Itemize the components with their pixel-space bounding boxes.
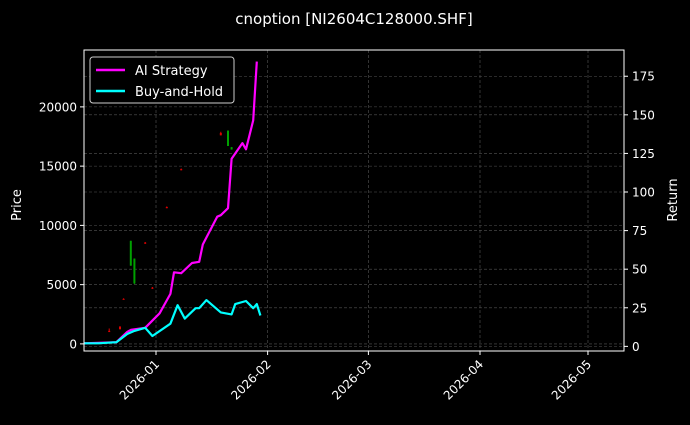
legend-label-strategy: AI Strategy	[135, 64, 208, 79]
x-tick-label: 2026-01	[117, 357, 162, 402]
legend-box	[89, 56, 235, 104]
candle-body	[180, 169, 183, 171]
candle-body	[119, 326, 121, 330]
y-right-tick-label: 150	[632, 108, 655, 122]
legend-label-buy-hold: Buy-and-Hold	[135, 85, 223, 100]
y-left-tick-label: 15000	[39, 160, 77, 174]
legend: AI Strategy Buy-and-Hold	[89, 56, 235, 104]
y-left-tick-label: 20000	[39, 100, 77, 114]
candle-body	[108, 330, 111, 333]
candle-body	[230, 147, 233, 150]
y-right-tick-label: 0	[632, 340, 640, 354]
candle-body	[133, 258, 136, 284]
y-right-tick-label: 125	[632, 147, 655, 161]
y-right-tick-label: 100	[632, 186, 655, 200]
x-tick-label: 2026-02	[228, 357, 273, 402]
chart-title: cnoption [NI2604C128000.SHF]	[235, 10, 472, 28]
candle-body	[129, 240, 132, 266]
y-right-tick-label: 175	[632, 70, 655, 84]
series-lines	[83, 61, 262, 345]
candle-body	[144, 242, 147, 244]
candles	[108, 130, 233, 333]
y-axis-right-label: Return	[666, 178, 681, 221]
y-right-tick-label: 25	[632, 301, 647, 315]
x-tick-label: 2026-05	[549, 357, 594, 402]
y-right-tick-label: 75	[632, 224, 647, 238]
y-left-tick-label: 5000	[46, 278, 77, 292]
series-line-ai-strategy	[83, 61, 258, 345]
candle-body	[227, 130, 229, 146]
y-left-tick-label: 10000	[39, 219, 77, 233]
candle-body	[151, 287, 154, 289]
candle-body	[219, 132, 222, 136]
x-tick-label: 2026-03	[329, 357, 374, 402]
ticks: 2026-01 2026-02 2026-03 2026-04 2026-05 0 5000…	[39, 70, 655, 403]
grid	[84, 50, 624, 351]
plot-frame	[83, 49, 625, 352]
candle-body	[122, 298, 125, 300]
y-right-tick-label: 50	[632, 263, 647, 277]
y-axis-left-label: Price	[10, 189, 25, 221]
y-left-tick-label: 0	[69, 337, 77, 351]
x-tick-label: 2026-04	[441, 357, 486, 402]
series-line-buy-and-hold	[84, 299, 262, 345]
candle-body	[165, 207, 168, 209]
